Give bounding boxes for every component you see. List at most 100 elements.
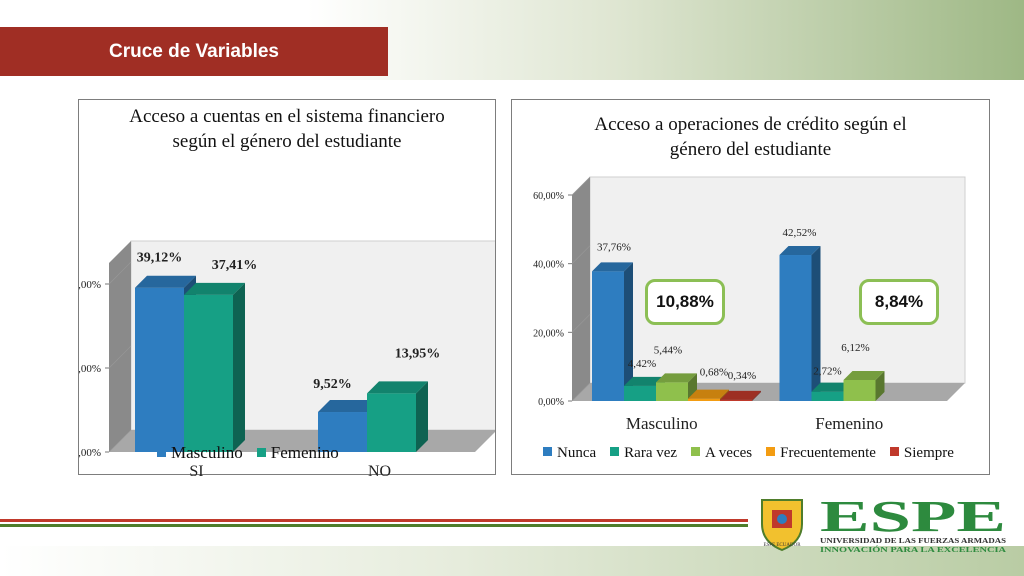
legend-swatch <box>256 448 266 457</box>
chart-title-accounts: Acceso a cuentas en el sistema financier… <box>129 106 445 152</box>
footer-stripes <box>0 519 748 529</box>
bar-a-veces-masculino-top <box>656 373 697 383</box>
legend-swatch <box>691 447 701 456</box>
callout-femenino-total: 8,84% <box>859 279 939 325</box>
data-label-masculino-no: 9,52% <box>313 377 352 392</box>
y-tick-label: 40,00% <box>533 260 564 271</box>
legend-swatch <box>766 447 776 456</box>
y-tick-label: 60,00% <box>533 191 564 202</box>
bar-a-veces-femenino-side <box>875 370 885 401</box>
bar-masculino-si <box>135 287 184 452</box>
legend-item-femenino: Femenino <box>256 443 339 462</box>
bar-femenino-si-top <box>184 282 245 295</box>
chart-title-credit: Acceso a operaciones de crédito según el… <box>594 114 907 160</box>
bar-frecuentemente-masculino <box>688 398 720 401</box>
bar-rara-vez-femenino-top <box>811 382 853 392</box>
y-gridline <box>108 345 132 369</box>
y-gridline <box>571 245 591 264</box>
legend-label: Frecuentemente <box>780 445 876 461</box>
y-tick-label: 20,00% <box>533 328 564 339</box>
callout-masculino-total: 10,88% <box>645 279 725 325</box>
legend-swatch <box>610 447 620 456</box>
y-gridline <box>571 382 591 402</box>
bar-nunca-femenino-side <box>811 246 821 401</box>
data-label-a-veces-femenino: 6,12% <box>841 342 869 354</box>
x-category-label-masculino: Masculino <box>626 414 698 433</box>
espe-logo: ESPE ECUADOR ESPE UNIVERSIDAD DE LAS FUE… <box>761 494 1006 554</box>
legend-label: Siempre <box>903 445 954 461</box>
data-label-siempre-masculino: 0,34% <box>728 370 756 382</box>
data-label-a-veces-masculino: 5,44% <box>654 344 682 356</box>
y-gridline <box>108 261 132 285</box>
legend-item-frecuentemente: Frecuentemente <box>766 445 876 461</box>
legend-item-masculino: Masculino <box>157 443 243 462</box>
logo-tagline: INNOVACIÓN PARA LA EXCELENCIA <box>820 546 1006 554</box>
legend-label: Masculino <box>171 443 243 462</box>
bar-frecuentemente-masculino-top <box>688 389 729 399</box>
bar-femenino-no <box>367 393 416 452</box>
data-label-femenino-si: 37,41% <box>212 258 258 273</box>
data-label-nunca-masculino: 37,76% <box>597 241 631 253</box>
bar-a-veces-femenino <box>843 379 876 401</box>
bar-nunca-masculino-side <box>624 262 633 401</box>
y-gridline <box>108 429 132 453</box>
x-category-label-si: SI <box>189 463 203 480</box>
legend-label: A veces <box>705 445 753 461</box>
data-label-rara-vez-femenino: 2,72% <box>813 366 841 378</box>
bar-siempre-masculino <box>720 399 752 401</box>
bar-siempre-masculino-side <box>752 390 761 401</box>
x-category-label-no: NO <box>368 463 391 480</box>
logo-name: ESPE <box>820 494 1006 541</box>
legend-item-nunca: Nunca <box>543 445 596 461</box>
legend-credit: Nunca Rara vez A veces Frecuentemente Siempr… <box>543 445 968 462</box>
data-label-rara-vez-masculino: 4,42% <box>628 358 656 370</box>
legend-item-rara-vez: Rara vez <box>610 445 677 461</box>
bar-femenino-si-side <box>233 282 245 452</box>
bar-siempre-masculino-top <box>720 390 761 400</box>
bar-masculino-no-top <box>318 400 379 413</box>
data-label-masculino-si: 39,12% <box>137 251 183 266</box>
logo-seal-text: ESPE ECUADOR <box>763 543 801 548</box>
legend-label: Rara vez <box>624 445 678 461</box>
footer-gradient-band <box>0 546 1024 576</box>
bar-nunca-femenino-top <box>779 246 821 256</box>
legend-accounts: Masculino Femenino <box>157 443 353 463</box>
side-wall <box>109 241 131 452</box>
bar-a-veces-femenino-top <box>843 370 885 380</box>
chart-panel-accounts: Acceso a cuentas en el sistema financier… <box>78 99 496 480</box>
y-gridline <box>571 176 591 196</box>
y-tick-label: 20,00% <box>79 363 101 375</box>
bar-nunca-femenino <box>779 255 812 401</box>
bar-nunca-masculino-top <box>592 262 633 272</box>
x-category-label-femenino: Femenino <box>815 414 883 433</box>
bar-chart-accounts: 0,00% 20,00% 40,00% 39,12% 37,41% SI 9,52% 13,9… <box>79 240 495 480</box>
legend-swatch <box>889 447 899 456</box>
y-tick-label: 40,00% <box>79 279 101 291</box>
data-label-nunca-femenino: 42,52% <box>783 227 817 239</box>
logo-subtitle: UNIVERSIDAD DE LAS FUERZAS ARMADAS <box>820 536 1006 545</box>
bar-femenino-si <box>184 294 233 452</box>
legend-label: Femenino <box>270 443 339 462</box>
legend-item-a-veces: A veces <box>691 445 752 461</box>
y-tick-label: 0,00% <box>538 397 564 408</box>
bar-nunca-masculino <box>592 271 624 401</box>
bar-rara-vez-femenino <box>811 391 844 401</box>
legend-item-siempre: Siempre <box>889 445 954 461</box>
slide-title: Cruce de Variables <box>0 27 388 76</box>
legend-label: Nunca <box>557 445 597 461</box>
y-gridline <box>571 314 591 333</box>
data-label-frecuentemente-masculino: 0,68% <box>700 367 728 379</box>
chart-panel-credit: Acceso a operaciones de crédito según el… <box>511 99 990 475</box>
espe-seal-icon <box>761 499 803 552</box>
bar-rara-vez-masculino <box>624 385 656 401</box>
data-label-femenino-no: 13,95% <box>395 346 441 361</box>
y-tick-label: 0,00% <box>79 447 101 459</box>
legend-swatch <box>157 448 166 457</box>
bar-a-veces-masculino <box>656 382 688 401</box>
bar-femenino-no-side <box>416 381 428 452</box>
side-wall <box>572 177 590 401</box>
bar-masculino-si-top <box>135 275 196 288</box>
bar-femenino-no-top <box>367 381 428 394</box>
bar-rara-vez-masculino-top <box>624 376 665 386</box>
legend-swatch <box>543 447 552 456</box>
